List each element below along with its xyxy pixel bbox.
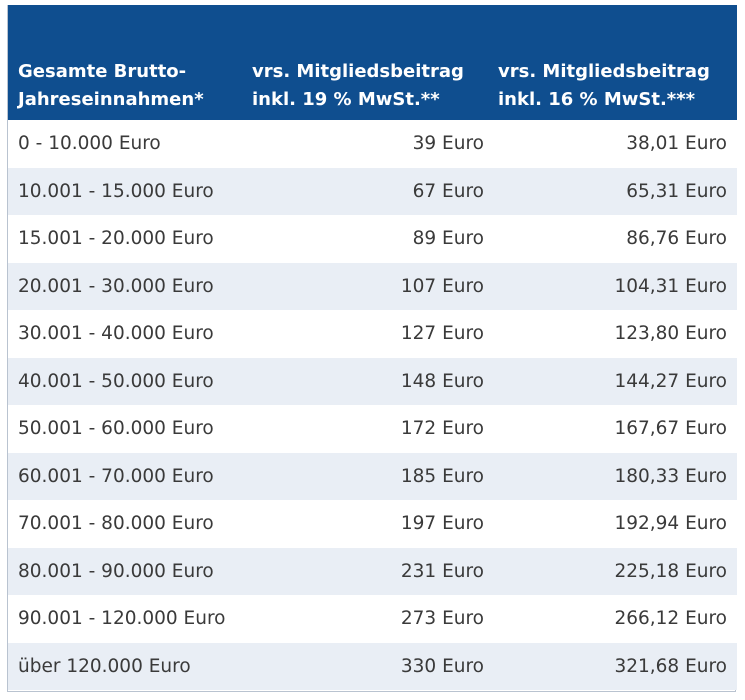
income-range-cell: 20.001 - 30.000 Euro <box>18 275 214 297</box>
fee-19-cell: 330 Euro <box>400 655 484 677</box>
income-range-cell: 70.001 - 80.000 Euro <box>18 513 214 535</box>
header-row: Gesamte Brutto- Jahreseinnahmen* vrs. Mi… <box>8 5 737 120</box>
fee-16-cell: 225,18 Euro <box>614 560 727 582</box>
fee-19-cell: 127 Euro <box>400 323 484 345</box>
income-range-cell: 30.001 - 40.000 Euro <box>18 323 214 345</box>
fee-16-cell: 321,68 Euro <box>614 655 727 677</box>
income-range-cell: 90.001 - 120.000 Euro <box>18 608 226 630</box>
fee-19-cell: 197 Euro <box>400 513 484 535</box>
fee-16-cell: 192,94 Euro <box>614 513 727 535</box>
income-range-cell: 60.001 - 70.000 Euro <box>18 465 214 487</box>
fee-16-cell: 167,67 Euro <box>614 418 727 440</box>
fee-19-cell: 273 Euro <box>400 608 484 630</box>
income-range-cell: 50.001 - 60.000 Euro <box>18 418 214 440</box>
income-range-cell: 10.001 - 15.000 Euro <box>18 180 214 202</box>
fee-19-cell: 89 Euro <box>412 228 484 250</box>
fee-table-container: Gesamte Brutto- Jahreseinnahmen* vrs. Mi… <box>7 5 737 692</box>
table-row: 40.001 - 50.000 Euro 148 Euro 144,27 Eur… <box>8 357 737 405</box>
income-range-cell: 80.001 - 90.000 Euro <box>18 560 214 582</box>
fee-16-cell: 266,12 Euro <box>614 608 727 630</box>
fee-19-cell: 107 Euro <box>400 275 484 297</box>
fee-16-cell: 123,80 Euro <box>614 323 727 345</box>
header-line: Jahreseinnahmen* <box>18 89 204 110</box>
fee-19-cell: 67 Euro <box>412 180 484 202</box>
header-fee-16-vat: vrs. Mitgliedsbeitrag inkl. 16 % MwSt.**… <box>490 5 737 120</box>
fee-16-cell: 38,01 Euro <box>626 133 727 155</box>
table-body: 0 - 10.000 Euro 39 Euro 38,01 Euro 10.00… <box>8 120 737 690</box>
fee-16-cell: 144,27 Euro <box>614 370 727 392</box>
table-row: 60.001 - 70.000 Euro 185 Euro 180,33 Eur… <box>8 452 737 500</box>
header-gross-income: Gesamte Brutto- Jahreseinnahmen* <box>8 5 248 120</box>
header-line: vrs. Mitgliedsbeitrag <box>498 61 710 82</box>
fee-16-cell: 86,76 Euro <box>626 228 727 250</box>
fee-19-cell: 185 Euro <box>400 465 484 487</box>
fee-19-cell: 148 Euro <box>400 370 484 392</box>
income-range-cell: 0 - 10.000 Euro <box>18 133 161 155</box>
header-line: inkl. 19 % MwSt.** <box>252 89 440 110</box>
fee-16-cell: 65,31 Euro <box>626 180 727 202</box>
header-line: Gesamte Brutto- <box>18 61 187 82</box>
table-row: 90.001 - 120.000 Euro 273 Euro 266,12 Eu… <box>8 595 737 643</box>
table-row: über 120.000 Euro 330 Euro 321,68 Euro <box>8 642 737 690</box>
header-line: inkl. 16 % MwSt.*** <box>498 89 696 110</box>
fee-19-cell: 39 Euro <box>412 133 484 155</box>
table-row: 50.001 - 60.000 Euro 172 Euro 167,67 Eur… <box>8 405 737 453</box>
fee-19-cell: 172 Euro <box>400 418 484 440</box>
table-row: 20.001 - 30.000 Euro 107 Euro 104,31 Eur… <box>8 262 737 310</box>
table-header: Gesamte Brutto- Jahreseinnahmen* vrs. Mi… <box>8 5 737 120</box>
income-range-cell: 15.001 - 20.000 Euro <box>18 228 214 250</box>
table-row: 0 - 10.000 Euro 39 Euro 38,01 Euro <box>8 120 737 168</box>
income-range-cell: 40.001 - 50.000 Euro <box>18 370 214 392</box>
table-row: 10.001 - 15.000 Euro 67 Euro 65,31 Euro <box>8 167 737 215</box>
fee-16-cell: 104,31 Euro <box>614 275 727 297</box>
table-row: 80.001 - 90.000 Euro 231 Euro 225,18 Eur… <box>8 547 737 595</box>
fee-16-cell: 180,33 Euro <box>614 465 727 487</box>
table-row: 30.001 - 40.000 Euro 127 Euro 123,80 Eur… <box>8 310 737 358</box>
header-fee-19-vat: vrs. Mitgliedsbeitrag inkl. 19 % MwSt.** <box>248 5 490 120</box>
income-range-cell: über 120.000 Euro <box>18 655 191 677</box>
header-line: vrs. Mitgliedsbeitrag <box>252 61 464 82</box>
fee-19-cell: 231 Euro <box>400 560 484 582</box>
table-row: 15.001 - 20.000 Euro 89 Euro 86,76 Euro <box>8 215 737 263</box>
table-row: 70.001 - 80.000 Euro 197 Euro 192,94 Eur… <box>8 500 737 548</box>
fee-table: Gesamte Brutto- Jahreseinnahmen* vrs. Mi… <box>8 5 737 690</box>
